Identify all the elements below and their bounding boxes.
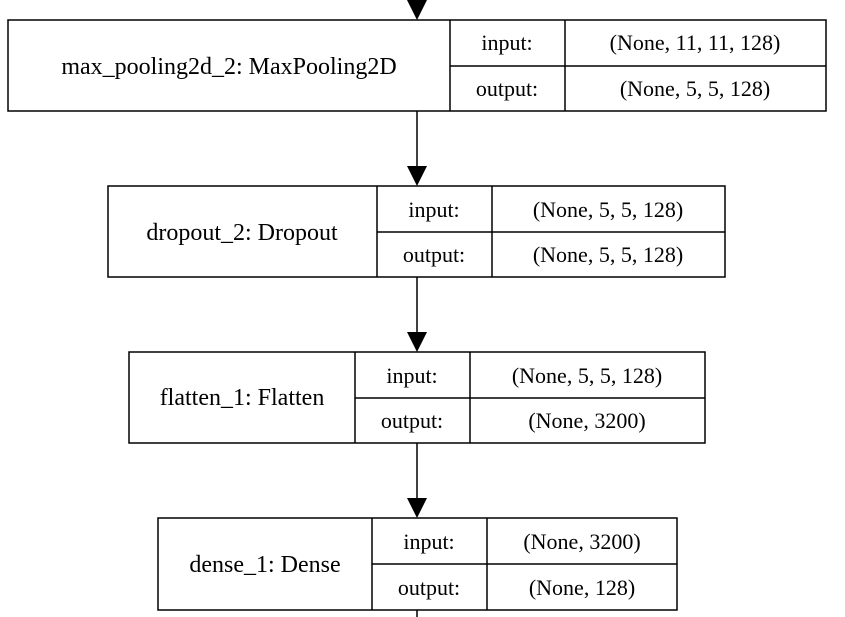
output-shape: (None, 5, 5, 128) bbox=[620, 76, 770, 101]
layer-name: flatten_1: Flatten bbox=[160, 385, 325, 411]
input-shape: (None, 3200) bbox=[523, 529, 640, 554]
layer-node-max-pooling2d-2: max_pooling2d_2: MaxPooling2D input: out… bbox=[8, 20, 826, 111]
layer-name: dense_1: Dense bbox=[189, 552, 340, 578]
layer-node-dropout-2: dropout_2: Dropout input: output: (None,… bbox=[108, 186, 725, 277]
output-label: output: bbox=[403, 242, 465, 267]
layer-node-dense-1: dense_1: Dense input: output: (None, 320… bbox=[158, 518, 677, 610]
output-label: output: bbox=[398, 575, 460, 600]
input-shape: (None, 5, 5, 128) bbox=[533, 197, 683, 222]
output-shape: (None, 128) bbox=[529, 575, 635, 600]
input-shape: (None, 5, 5, 128) bbox=[512, 363, 662, 388]
arrowhead-into-flatten bbox=[407, 332, 427, 352]
layer-node-flatten-1: flatten_1: Flatten input: output: (None,… bbox=[129, 352, 705, 443]
output-label: output: bbox=[476, 76, 538, 101]
output-label: output: bbox=[381, 408, 443, 433]
layer-name: dropout_2: Dropout bbox=[146, 220, 338, 246]
arrowhead-into-dense bbox=[407, 498, 427, 518]
input-label: input: bbox=[408, 197, 459, 222]
input-label: input: bbox=[403, 529, 454, 554]
input-shape: (None, 11, 11, 128) bbox=[610, 30, 781, 55]
layer-name: max_pooling2d_2: MaxPooling2D bbox=[61, 54, 396, 80]
input-label: input: bbox=[386, 363, 437, 388]
arrowhead-into-max-pooling bbox=[407, 0, 427, 20]
output-shape: (None, 3200) bbox=[528, 408, 645, 433]
input-label: input: bbox=[481, 30, 532, 55]
arrowhead-into-dropout bbox=[407, 166, 427, 186]
output-shape: (None, 5, 5, 128) bbox=[533, 242, 683, 267]
